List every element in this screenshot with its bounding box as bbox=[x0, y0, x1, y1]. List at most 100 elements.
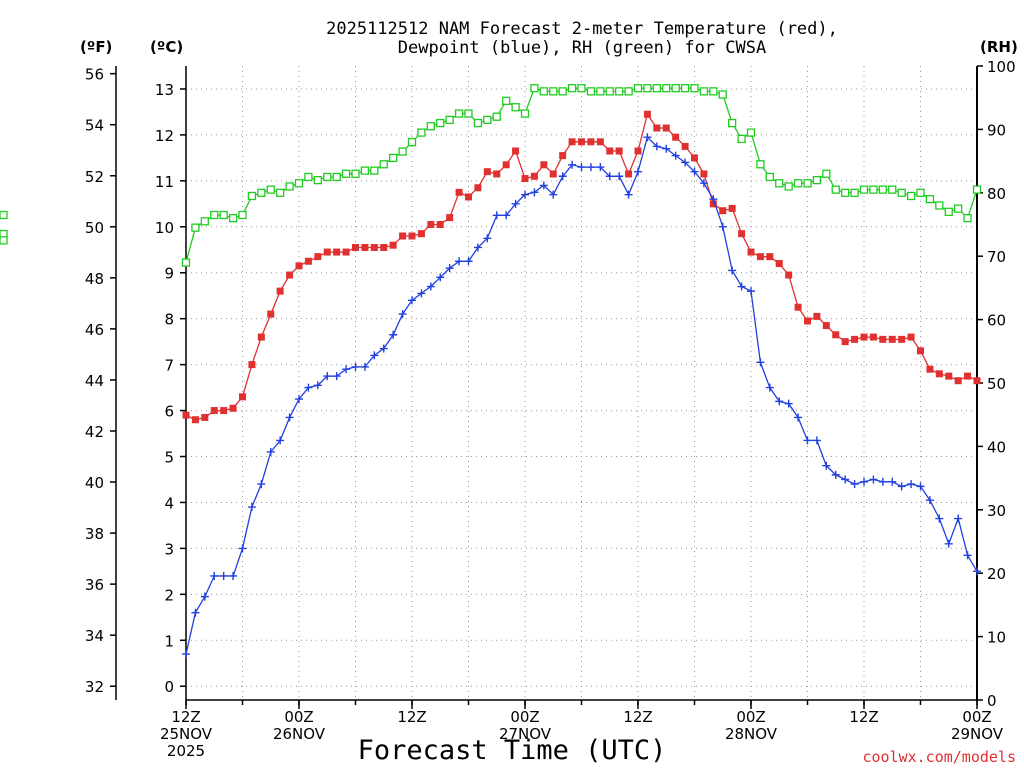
rh-point bbox=[793, 179, 803, 188]
dewpoint-point bbox=[492, 211, 501, 220]
temperature-point bbox=[832, 331, 840, 339]
dewpoint-point bbox=[709, 195, 718, 204]
temperature-point bbox=[559, 152, 567, 160]
temperature-point bbox=[709, 200, 717, 208]
rh-point bbox=[445, 115, 454, 125]
dewpoint-point bbox=[483, 234, 492, 243]
temperature-point bbox=[681, 142, 689, 150]
celsius-tick-label: 11 bbox=[155, 173, 174, 191]
temperature-point bbox=[879, 335, 887, 343]
temperature-point bbox=[483, 168, 491, 176]
x-tick-time-label: 12Z bbox=[623, 708, 652, 726]
dewpoint-point bbox=[247, 503, 256, 512]
temperature-point bbox=[295, 262, 303, 270]
temperature-point bbox=[521, 175, 529, 183]
temperature-point bbox=[267, 310, 275, 318]
rh-point bbox=[379, 160, 388, 169]
dewpoint-point bbox=[784, 399, 793, 408]
temperature-point bbox=[587, 138, 595, 146]
temperature-point bbox=[954, 377, 962, 385]
rh-point bbox=[228, 214, 238, 223]
dewpoint-point bbox=[652, 142, 661, 151]
dewpoint-point bbox=[276, 436, 285, 445]
temperature-point bbox=[323, 248, 331, 256]
x-tick-time-label: 12Z bbox=[171, 708, 200, 726]
dewpoint-point bbox=[426, 282, 435, 291]
temperature-point bbox=[917, 347, 924, 355]
dewpoint-point bbox=[191, 608, 200, 617]
rh-point bbox=[473, 118, 483, 128]
dewpoint-point bbox=[473, 243, 482, 252]
rh-point bbox=[492, 112, 501, 121]
rh-point bbox=[0, 236, 8, 245]
rh-point bbox=[398, 147, 407, 156]
dewpoint-point bbox=[351, 362, 360, 371]
temperature-point bbox=[926, 365, 934, 373]
dewpoint-point bbox=[803, 436, 812, 445]
temperature-point bbox=[417, 230, 425, 238]
temperature-point bbox=[578, 138, 585, 146]
dewpoint-point bbox=[973, 567, 981, 576]
rh-point bbox=[407, 137, 417, 147]
temperature-point bbox=[549, 170, 557, 178]
dewpoint-point bbox=[229, 571, 238, 580]
temperature-point bbox=[399, 232, 407, 240]
temperature-point bbox=[530, 172, 538, 180]
dewpoint-point bbox=[831, 470, 840, 479]
temperature-point bbox=[446, 214, 454, 222]
dewpoint-point bbox=[332, 372, 341, 381]
dewpoint-point bbox=[398, 310, 407, 319]
rh-point bbox=[191, 223, 200, 232]
rh-point bbox=[963, 214, 972, 223]
temperature-point bbox=[408, 232, 416, 240]
dewpoint-point bbox=[455, 257, 464, 266]
temperature-point bbox=[662, 124, 670, 132]
dewpoint-point bbox=[718, 222, 727, 231]
temperature-point bbox=[182, 411, 190, 419]
temperature-point bbox=[474, 184, 482, 192]
rh-point bbox=[511, 103, 520, 112]
temperature-point bbox=[361, 243, 369, 251]
dewpoint-point bbox=[304, 383, 313, 392]
temperature-point bbox=[785, 271, 793, 279]
dewpoint-point bbox=[521, 190, 529, 199]
chart-title-line-2: Dewpoint (blue), RH (green) for CWSA bbox=[398, 38, 766, 58]
rh-point bbox=[210, 210, 219, 220]
temperature-point bbox=[540, 161, 548, 169]
temperature-point bbox=[973, 377, 981, 385]
dewpoint-point bbox=[558, 172, 567, 181]
rh-point bbox=[323, 172, 332, 182]
temperature-point bbox=[333, 248, 341, 256]
rh-point bbox=[803, 179, 812, 188]
temperature-point bbox=[502, 161, 510, 169]
temperature-point bbox=[643, 110, 651, 118]
rh-point bbox=[549, 87, 558, 96]
temperature-point bbox=[512, 147, 520, 155]
rh-tick-label: 70 bbox=[987, 248, 1006, 266]
rh-tick-label: 80 bbox=[987, 185, 1006, 203]
rh-point bbox=[596, 87, 605, 96]
dewpoint-point bbox=[860, 477, 868, 486]
fahrenheit-tick-label: 46 bbox=[85, 321, 104, 339]
temperature-point bbox=[653, 124, 661, 132]
dewpoint-point bbox=[822, 461, 831, 470]
dewpoint-point bbox=[586, 163, 595, 172]
rh-point bbox=[181, 258, 191, 267]
rh-point bbox=[0, 210, 8, 220]
temperature-point bbox=[747, 248, 755, 256]
x-tick-time-label: 12Z bbox=[397, 708, 426, 726]
dewpoint-point bbox=[577, 163, 586, 172]
axes: 3234363840424446485052545601234567891011… bbox=[85, 58, 1016, 760]
rh-point bbox=[360, 166, 370, 175]
dewpoint-point bbox=[370, 351, 379, 360]
rh-point bbox=[558, 87, 567, 96]
rh-point bbox=[652, 84, 661, 93]
data-series bbox=[0, 84, 982, 659]
dewpoint-point bbox=[605, 172, 614, 181]
rh-point bbox=[699, 87, 709, 96]
temperature-point bbox=[455, 188, 463, 196]
celsius-unit-label: (ºC) bbox=[150, 38, 183, 56]
rh-point bbox=[633, 84, 643, 93]
temperature-point bbox=[813, 312, 821, 320]
celsius-tick-label: 1 bbox=[164, 632, 174, 650]
